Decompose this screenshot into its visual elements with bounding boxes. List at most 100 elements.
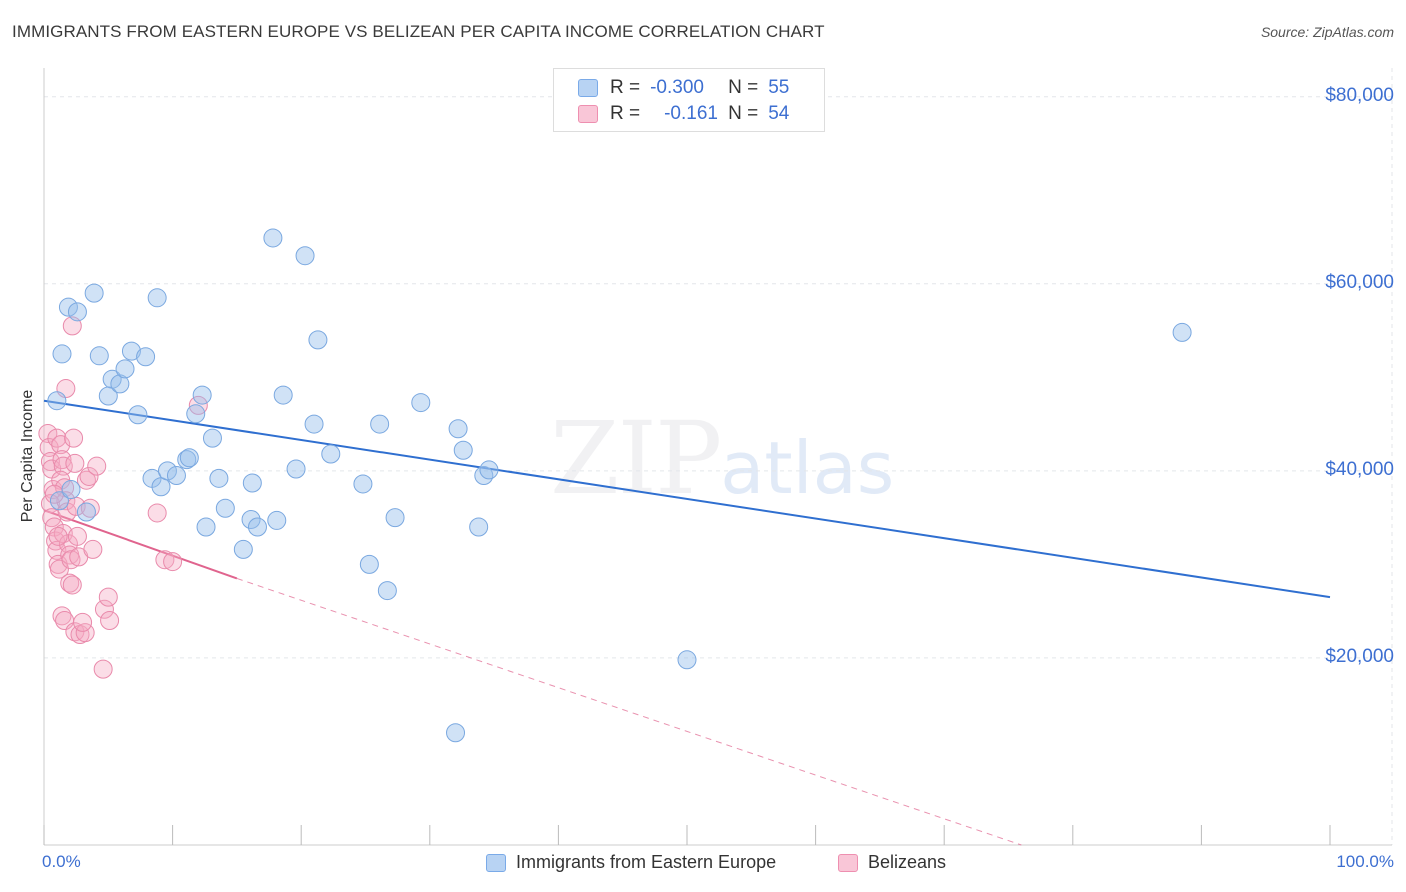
y-tick-label: $60,000 bbox=[1325, 271, 1394, 293]
point-eastern-europe bbox=[479, 460, 499, 480]
point-eastern-europe bbox=[377, 581, 397, 601]
point-eastern-europe bbox=[76, 502, 96, 522]
point-belizeans bbox=[76, 470, 96, 490]
point-eastern-europe bbox=[241, 509, 261, 529]
point-eastern-europe bbox=[166, 466, 186, 486]
r-value: -0.161 bbox=[664, 103, 718, 124]
point-eastern-europe bbox=[128, 405, 148, 425]
point-belizeans bbox=[38, 423, 58, 443]
point-belizeans bbox=[62, 575, 82, 595]
point-belizeans bbox=[53, 456, 73, 476]
point-eastern-europe bbox=[196, 517, 216, 537]
point-eastern-europe bbox=[147, 288, 167, 308]
point-eastern-europe bbox=[304, 414, 324, 434]
point-eastern-europe bbox=[110, 374, 130, 394]
point-belizeans bbox=[67, 526, 87, 546]
legend-item-eastern-europe[interactable]: Immigrants from Eastern Europe bbox=[486, 852, 776, 873]
stats-legend-row-blue: R = -0.300 N = 55 bbox=[578, 77, 789, 99]
point-eastern-europe bbox=[177, 450, 197, 470]
point-belizeans bbox=[100, 611, 120, 631]
point-eastern-europe bbox=[49, 491, 69, 511]
point-eastern-europe bbox=[47, 391, 67, 411]
point-belizeans bbox=[60, 573, 80, 593]
point-eastern-europe bbox=[677, 650, 697, 670]
point-eastern-europe bbox=[242, 473, 262, 493]
point-eastern-europe bbox=[353, 474, 373, 494]
point-eastern-europe bbox=[151, 477, 171, 497]
legend-swatch-pink bbox=[838, 853, 858, 872]
r-value: -0.300 bbox=[650, 77, 704, 98]
point-belizeans bbox=[87, 456, 107, 476]
point-eastern-europe bbox=[98, 386, 118, 406]
stats-legend: R = -0.300 N = 55 R = -0.161 N = 54 bbox=[553, 68, 825, 132]
point-eastern-europe bbox=[1172, 322, 1192, 342]
y-tick-label: $40,000 bbox=[1325, 458, 1394, 480]
chart-title: IMMIGRANTS FROM EASTERN EUROPE VS BELIZE… bbox=[12, 22, 825, 41]
point-belizeans bbox=[93, 659, 113, 679]
blue-series-swatch bbox=[578, 79, 598, 97]
n-value: 55 bbox=[768, 77, 790, 98]
point-eastern-europe bbox=[267, 510, 287, 530]
point-eastern-europe bbox=[192, 385, 212, 405]
legend-item-belizeans[interactable]: Belizeans bbox=[838, 852, 946, 873]
point-eastern-europe bbox=[186, 404, 206, 424]
axis-layer bbox=[43, 68, 1392, 846]
point-eastern-europe bbox=[453, 440, 473, 460]
point-eastern-europe bbox=[446, 723, 466, 743]
point-eastern-europe bbox=[385, 508, 405, 528]
point-belizeans bbox=[155, 550, 175, 570]
n-value: 54 bbox=[768, 103, 790, 124]
point-eastern-europe bbox=[115, 359, 135, 379]
series-legend: Immigrants from Eastern Europe Belizeans bbox=[0, 852, 1406, 876]
pink-series-swatch bbox=[578, 105, 598, 123]
x-tick-label-min: 0.0% bbox=[42, 852, 81, 871]
point-belizeans bbox=[57, 502, 77, 522]
point-belizeans bbox=[83, 539, 103, 559]
point-belizeans bbox=[80, 498, 100, 518]
point-eastern-europe bbox=[89, 346, 109, 366]
legend-label-belizeans: Belizeans bbox=[868, 852, 947, 872]
point-belizeans bbox=[47, 540, 67, 560]
y-tick-label: $80,000 bbox=[1325, 84, 1394, 106]
chart-source: Source: ZipAtlas.com bbox=[1260, 24, 1394, 40]
r-label: R = bbox=[610, 103, 641, 124]
point-eastern-europe bbox=[308, 330, 328, 350]
point-eastern-europe bbox=[233, 539, 253, 559]
n-label: N = bbox=[728, 77, 759, 98]
point-eastern-europe bbox=[359, 554, 379, 574]
point-belizeans bbox=[40, 452, 60, 471]
point-eastern-europe bbox=[67, 302, 87, 322]
point-eastern-europe bbox=[136, 347, 156, 367]
point-eastern-europe bbox=[474, 466, 494, 486]
point-belizeans bbox=[65, 453, 85, 473]
point-eastern-europe bbox=[411, 393, 431, 413]
trend-layer bbox=[43, 399, 1331, 846]
point-belizeans bbox=[94, 599, 114, 619]
n-label: N = bbox=[728, 103, 759, 124]
point-eastern-europe bbox=[202, 428, 222, 448]
stats-legend-row-pink: R = -0.161 N = 54 bbox=[578, 103, 789, 125]
point-belizeans bbox=[53, 524, 73, 544]
grid-layer bbox=[44, 68, 1393, 845]
point-eastern-europe bbox=[286, 459, 306, 479]
point-eastern-europe bbox=[157, 461, 177, 481]
point-belizeans bbox=[98, 587, 118, 607]
point-belizeans bbox=[73, 612, 93, 632]
point-eastern-europe bbox=[84, 283, 104, 303]
point-layer bbox=[38, 228, 1192, 743]
point-belizeans bbox=[64, 428, 84, 448]
legend-label-eastern-europe: Immigrants from Eastern Europe bbox=[516, 852, 777, 872]
point-eastern-europe bbox=[58, 297, 78, 317]
point-eastern-europe bbox=[321, 444, 341, 464]
y-tick-label: $20,000 bbox=[1325, 645, 1394, 667]
trend-line-belizeans bbox=[43, 509, 238, 580]
r-label: R = bbox=[610, 77, 641, 98]
point-eastern-europe bbox=[448, 419, 468, 439]
trend-line-belizeans-extrapolated bbox=[236, 577, 1022, 846]
trend-line-eastern-europe bbox=[43, 399, 1331, 599]
point-belizeans bbox=[163, 552, 183, 572]
point-eastern-europe bbox=[273, 385, 293, 405]
point-eastern-europe bbox=[179, 448, 199, 468]
point-belizeans bbox=[48, 526, 68, 546]
point-eastern-europe bbox=[61, 480, 81, 500]
